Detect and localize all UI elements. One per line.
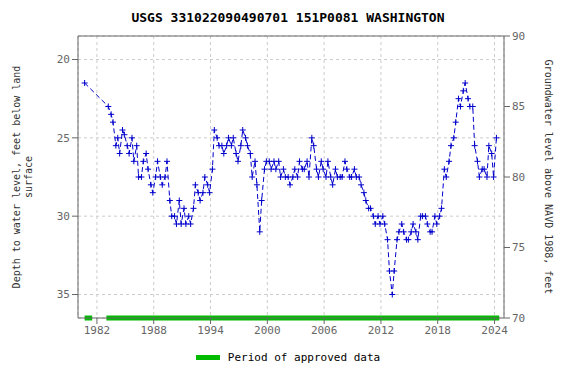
svg-text:2012: 2012 xyxy=(368,324,395,337)
svg-text:30: 30 xyxy=(57,210,70,223)
svg-text:2000: 2000 xyxy=(254,324,281,337)
svg-text:80: 80 xyxy=(512,171,525,184)
svg-text:20: 20 xyxy=(57,53,70,66)
svg-text:1994: 1994 xyxy=(197,324,224,337)
svg-text:2024: 2024 xyxy=(481,324,508,337)
svg-text:70: 70 xyxy=(512,312,525,325)
svg-text:90: 90 xyxy=(512,30,525,43)
svg-text:25: 25 xyxy=(57,132,70,145)
svg-text:75: 75 xyxy=(512,241,525,254)
svg-text:1988: 1988 xyxy=(140,324,167,337)
svg-text:1982: 1982 xyxy=(84,324,111,337)
svg-text:35: 35 xyxy=(57,288,70,301)
svg-text:2006: 2006 xyxy=(311,324,338,337)
html-text:USGS 331022090490701 151P0081: USGS 331022090490701 151P0081 WASHINGTON xyxy=(131,10,445,25)
svg-text:2018: 2018 xyxy=(424,324,451,337)
svg-text:Depth to water level, feet bel: Depth to water level, feet below landsur… xyxy=(11,66,34,289)
svg-text:85: 85 xyxy=(512,100,525,113)
html-text:Period of approved data: Period of approved data xyxy=(227,350,381,364)
svg-text:Groundwater level above NAVD 1: Groundwater level above NAVD 1988, feet xyxy=(543,60,554,295)
